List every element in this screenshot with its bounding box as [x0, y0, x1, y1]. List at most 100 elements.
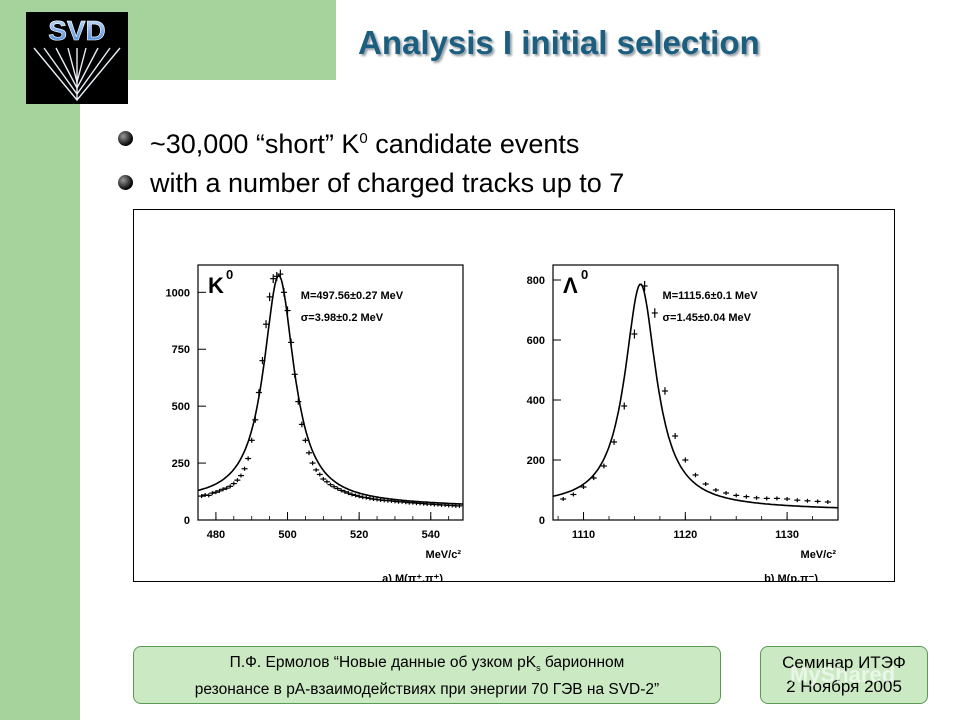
- data-point: [291, 370, 298, 378]
- data-point: [341, 489, 348, 494]
- y-tick-label: 200: [527, 455, 545, 467]
- data-point: [230, 481, 237, 486]
- data-point: [733, 493, 740, 498]
- data-point: [338, 488, 345, 493]
- bullet-dot-icon: [118, 175, 133, 190]
- footer-seminar: Семинар ИТЭФ 2 Ноября 2005: [760, 646, 928, 704]
- data-point: [352, 493, 359, 498]
- bullet-item: ~30,000 “short” K0 candidate events: [118, 120, 624, 164]
- data-point: [590, 475, 597, 481]
- data-point: [651, 308, 658, 318]
- data-point: [611, 439, 618, 445]
- x-tick-label: 540: [422, 529, 440, 541]
- data-point: [273, 271, 280, 281]
- data-point: [248, 437, 255, 443]
- fit-annotation: M=1115.6±0.1 MeV: [663, 290, 759, 302]
- data-point: [298, 421, 305, 428]
- svd-logo: SVD: [26, 12, 128, 104]
- data-point: [295, 398, 302, 405]
- data-point: [306, 450, 313, 456]
- data-point: [309, 460, 316, 466]
- data-point: [773, 496, 780, 501]
- data-point: [234, 478, 241, 483]
- data-point: [456, 503, 463, 508]
- data-point: [263, 320, 270, 329]
- fit-annotation: σ=3.98±0.2 MeV: [301, 312, 384, 324]
- data-point: [348, 492, 355, 497]
- data-point: [621, 402, 628, 410]
- citation-subscript: s: [536, 663, 541, 674]
- y-tick-label: 800: [527, 275, 545, 287]
- data-point: [227, 484, 234, 489]
- data-point: [320, 477, 327, 482]
- data-point: [205, 493, 212, 498]
- data-point: [237, 473, 244, 478]
- fit-curve: [552, 283, 839, 509]
- data-point: [702, 482, 709, 486]
- data-point: [366, 496, 373, 501]
- panel-particle-label: Λ: [563, 273, 578, 298]
- plot-frame: [552, 264, 839, 521]
- bullet-item: with a number of charged tracks up to 7: [118, 164, 624, 208]
- data-point: [259, 357, 266, 365]
- panel-particle-superscript: 0: [581, 267, 588, 282]
- x-tick-label: 500: [278, 529, 296, 541]
- data-point: [284, 306, 291, 315]
- data-point: [220, 487, 227, 492]
- data-point: [692, 472, 699, 478]
- y-tick-label: 400: [527, 395, 545, 407]
- data-point: [814, 499, 821, 504]
- panel-particle-superscript: 0: [226, 267, 233, 282]
- data-point: [345, 491, 352, 496]
- data-point: [794, 498, 801, 503]
- data-point: [255, 389, 262, 396]
- data-point: [661, 387, 668, 395]
- data-point: [216, 488, 223, 493]
- logo-text: SVD: [48, 15, 106, 46]
- data-point: [331, 484, 338, 489]
- data-point: [560, 497, 567, 501]
- data-point: [682, 457, 689, 463]
- seminar-name: Семинар ИТЭФ: [782, 653, 906, 672]
- data-point: [245, 456, 252, 461]
- y-tick-label: 600: [527, 335, 545, 347]
- data-point: [723, 491, 730, 495]
- bullet-list: ~30,000 “short” K0 candidate events with…: [118, 120, 624, 208]
- data-point: [302, 437, 309, 443]
- data-point: [266, 292, 273, 302]
- y-tick-label: 250: [172, 458, 190, 470]
- mass-spectra-figure: 0 250 500 750 1000 480 500 520 540 K 0 M=497.56±0.2…: [133, 209, 895, 585]
- x-tick-label: 520: [350, 529, 368, 541]
- fit-annotation: σ=1.45±0.04 MeV: [663, 312, 752, 324]
- y-tick-label: 500: [172, 401, 190, 413]
- data-point: [753, 495, 760, 500]
- footer-citation: П.Ф. Ермолов “Новые данные об узком pKs …: [133, 646, 721, 704]
- x-tick-label: 1110: [572, 529, 595, 541]
- citation-line1-tail: барионном: [540, 654, 625, 671]
- data-point: [784, 497, 791, 501]
- citation-line2: резонансе в pA-взаимодействиях при энерг…: [194, 681, 660, 699]
- data-point: [763, 496, 770, 501]
- bullet-text-tail: candidate events: [367, 129, 580, 159]
- y-tick-label: 1000: [166, 287, 190, 299]
- data-point: [223, 486, 230, 491]
- x-axis-unit: MeV/c²: [801, 549, 837, 561]
- citation-line1: П.Ф. Ермолов “Новые данные об узком pK: [229, 654, 537, 671]
- data-point: [270, 274, 277, 284]
- data-point: [743, 494, 750, 499]
- y-tick-label: 0: [539, 515, 545, 527]
- data-point: [824, 500, 831, 504]
- data-point: [252, 416, 259, 423]
- bullet-text: with a number of charged tracks up to 7: [150, 168, 625, 198]
- y-tick-label: 0: [184, 515, 190, 527]
- data-point: [241, 466, 248, 471]
- panel-particle-label: K: [208, 273, 224, 298]
- data-point: [356, 494, 363, 499]
- x-axis-unit: MeV/c²: [426, 549, 462, 561]
- y-tick-label: 750: [172, 344, 190, 356]
- data-point: [212, 490, 219, 495]
- fit-curve: [197, 274, 464, 505]
- data-point: [570, 492, 577, 497]
